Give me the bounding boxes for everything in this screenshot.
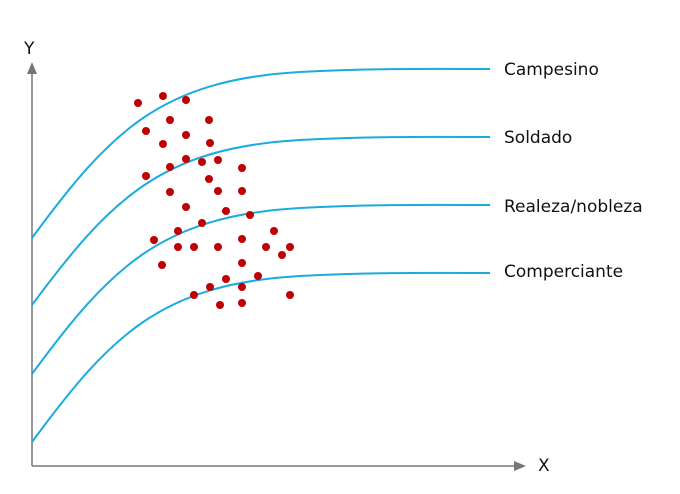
scatter-dot <box>246 211 254 219</box>
scatter-dot <box>134 99 142 107</box>
scatter-dot <box>214 243 222 251</box>
scatter-dot <box>238 283 246 291</box>
scatter-dot <box>182 155 190 163</box>
curve-realeza-nobleza <box>31 203 491 375</box>
scatter-dot <box>238 187 246 195</box>
scatter-dot <box>198 219 206 227</box>
scatter-dot <box>206 283 214 291</box>
label-soldado: Soldado <box>504 128 572 148</box>
scatter-dot <box>238 299 246 307</box>
scatter-dot <box>159 92 167 100</box>
scatter-dot <box>254 272 262 280</box>
scatter-dot <box>238 235 246 243</box>
x-axis-label: X <box>538 456 550 476</box>
curves <box>31 67 491 443</box>
label-realeza-nobleza: Realeza/nobleza <box>504 197 643 217</box>
scatter-dot <box>174 227 182 235</box>
y-axis-label: Y <box>23 39 35 59</box>
scatter-dot <box>206 139 214 147</box>
scatter-dot <box>238 164 246 172</box>
scatter-dot <box>190 291 198 299</box>
scatter-dot <box>214 156 222 164</box>
scatter-dot <box>158 261 166 269</box>
curve-comperciante <box>31 271 491 443</box>
y-axis-arrow <box>27 62 37 74</box>
scatter-dot <box>216 301 224 309</box>
scatter-dot <box>182 96 190 104</box>
scatter-dot <box>182 131 190 139</box>
scatter-dot <box>182 203 190 211</box>
scatter-dot <box>198 158 206 166</box>
scatter-dot <box>166 163 174 171</box>
curve-soldado <box>31 135 491 306</box>
scatter-dot <box>174 243 182 251</box>
scatter-dot <box>222 275 230 283</box>
scatter-dot <box>205 116 213 124</box>
scatter-dot <box>238 259 246 267</box>
scatter-dots <box>134 92 294 309</box>
scatter-dot <box>142 172 150 180</box>
scatter-dot <box>278 251 286 259</box>
scatter-dot <box>214 187 222 195</box>
scatter-dot <box>166 188 174 196</box>
scatter-dot <box>159 140 167 148</box>
curve-labels: Campesino Soldado Realeza/nobleza Comper… <box>504 60 643 282</box>
scatter-dot <box>205 175 213 183</box>
scatter-dot <box>150 236 158 244</box>
scatter-dot <box>270 227 278 235</box>
x-axis-arrow <box>514 461 526 471</box>
scatter-dot <box>222 207 230 215</box>
scatter-dot <box>286 243 294 251</box>
scatter-dot <box>166 116 174 124</box>
label-campesino: Campesino <box>504 60 599 80</box>
scatter-dot <box>142 127 150 135</box>
axes: Y X <box>23 39 550 476</box>
label-comperciante: Comperciante <box>504 262 623 282</box>
scatter-dot <box>262 243 270 251</box>
scatter-dot <box>286 291 294 299</box>
scatter-dot <box>190 243 198 251</box>
curve-campesino <box>31 67 491 239</box>
